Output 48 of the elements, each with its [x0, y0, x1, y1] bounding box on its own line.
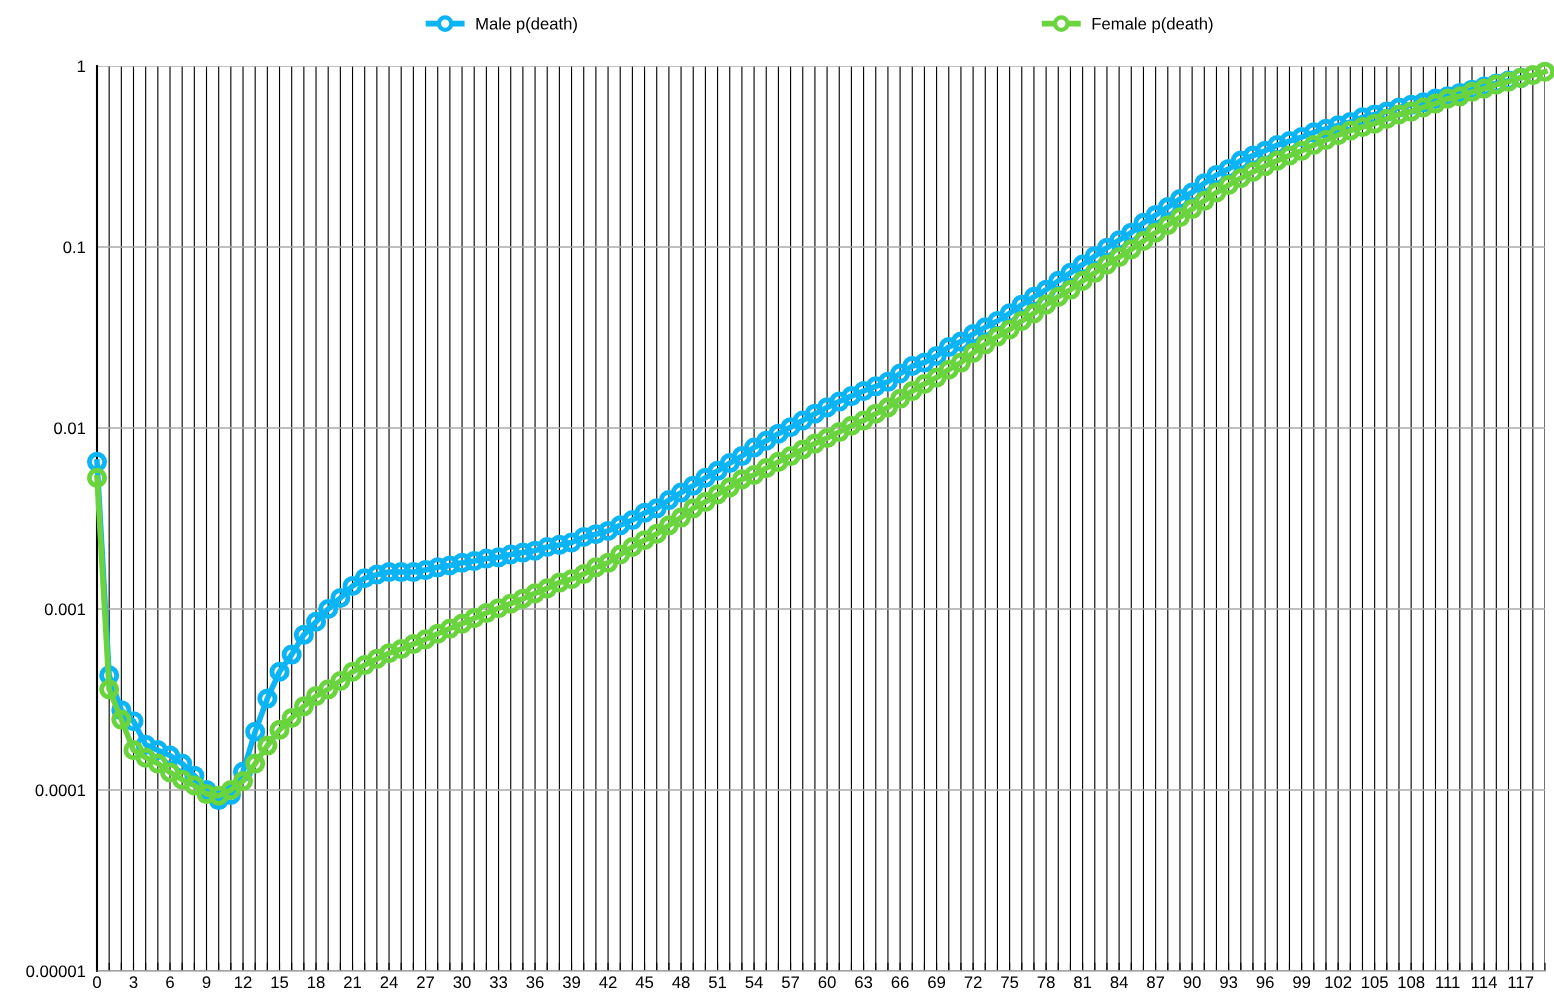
x-tick-label: 105: [1362, 976, 1388, 989]
x-tick-label: 117: [1508, 976, 1534, 988]
y-tick-label: 0.1: [63, 241, 86, 254]
x-tick-label: 51: [708, 976, 727, 989]
y-tick-label: 1: [77, 60, 86, 73]
y-tick-label: 0.001: [44, 603, 86, 616]
x-tick-label: 69: [928, 976, 946, 989]
x-tick-label: 30: [453, 976, 471, 989]
legend-label: Female p(death): [1092, 17, 1213, 33]
x-tick-label: 90: [1183, 976, 1201, 989]
x-tick-label: 3: [129, 976, 138, 989]
x-tick-label: 84: [1110, 976, 1128, 989]
x-tick-label: 99: [1293, 976, 1311, 989]
x-tick-label: 81: [1074, 976, 1092, 989]
x-tick-label: 33: [489, 976, 508, 989]
x-tick-label: 39: [562, 976, 581, 989]
x-tick-label: 96: [1256, 976, 1274, 989]
x-tick-label: 0: [93, 976, 101, 989]
x-tick-label: 93: [1220, 976, 1238, 989]
x-tick-label: 18: [308, 976, 325, 989]
x-tick-label: 27: [417, 976, 434, 988]
x-tick-label: 36: [526, 976, 544, 989]
x-tick-label: 9: [202, 976, 211, 989]
y-tick-label: 0.0001: [35, 784, 86, 797]
y-tick-label: 0.00001: [26, 965, 86, 978]
x-tick-label: 111: [1436, 976, 1460, 988]
y-tick-label: 0.01: [54, 422, 86, 435]
x-tick-label: 114: [1472, 976, 1497, 988]
x-tick-label: 87: [1147, 976, 1165, 989]
x-tick-label: 42: [599, 976, 617, 988]
x-tick-label: 66: [891, 976, 909, 989]
x-tick-label: 12: [235, 976, 252, 988]
x-tick-label: 78: [1037, 976, 1055, 989]
legend-label: Male p(death): [476, 17, 577, 33]
x-tick-label: 60: [818, 976, 836, 989]
x-tick-label: 24: [380, 976, 398, 988]
x-tick-label: 54: [745, 976, 763, 989]
x-tick-label: 75: [1001, 976, 1019, 989]
x-tick-label: 45: [635, 976, 654, 989]
x-tick-label: 21: [344, 976, 361, 988]
x-tick-label: 15: [271, 976, 289, 989]
x-tick-label: 102: [1325, 976, 1352, 989]
x-tick-label: 108: [1398, 976, 1425, 989]
x-tick-label: 63: [855, 976, 873, 989]
x-tick-label: 6: [166, 976, 174, 989]
x-tick-label: 48: [672, 976, 690, 989]
x-tick-label: 57: [781, 976, 800, 989]
x-tick-label: 72: [964, 976, 982, 988]
